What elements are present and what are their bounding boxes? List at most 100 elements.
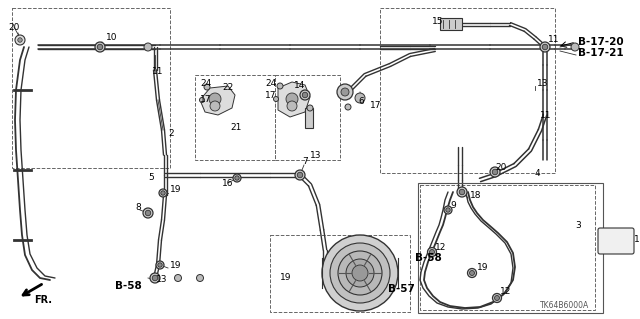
Text: 17: 17 <box>265 91 276 100</box>
Circle shape <box>196 275 204 281</box>
Text: 2: 2 <box>168 129 173 137</box>
Text: 17: 17 <box>370 100 381 109</box>
Circle shape <box>355 93 365 103</box>
Circle shape <box>144 43 152 51</box>
Circle shape <box>295 170 305 180</box>
Bar <box>440 18 462 30</box>
Text: 4: 4 <box>535 168 541 177</box>
Text: 24: 24 <box>265 78 276 87</box>
Text: 13: 13 <box>156 275 168 284</box>
Circle shape <box>467 269 477 278</box>
Text: 19: 19 <box>170 186 182 195</box>
Text: 20: 20 <box>495 164 506 173</box>
Circle shape <box>235 176 239 180</box>
Circle shape <box>352 265 368 281</box>
Text: 1: 1 <box>634 235 640 244</box>
Text: 11: 11 <box>540 110 552 120</box>
Circle shape <box>428 248 436 256</box>
Circle shape <box>156 261 164 269</box>
Text: B-58: B-58 <box>115 281 141 291</box>
Bar <box>418 183 603 313</box>
Circle shape <box>493 293 502 302</box>
Text: 19: 19 <box>280 273 291 283</box>
Circle shape <box>210 101 220 111</box>
Text: 11: 11 <box>548 35 559 44</box>
Text: 13: 13 <box>310 151 321 160</box>
Circle shape <box>322 235 398 311</box>
Bar <box>420 185 595 310</box>
Text: 15: 15 <box>432 18 444 26</box>
Circle shape <box>161 191 165 195</box>
Text: 17: 17 <box>200 95 211 105</box>
Bar <box>12 8 170 168</box>
Polygon shape <box>278 82 310 117</box>
Circle shape <box>490 167 500 177</box>
Text: 14: 14 <box>294 81 305 91</box>
Circle shape <box>97 44 103 50</box>
Text: 12: 12 <box>435 242 446 251</box>
Circle shape <box>495 295 499 300</box>
Circle shape <box>345 104 351 110</box>
Text: 24: 24 <box>200 78 211 87</box>
Text: B-17-21: B-17-21 <box>578 48 623 58</box>
Text: 19: 19 <box>170 262 182 271</box>
Circle shape <box>457 187 467 197</box>
Text: 8: 8 <box>135 203 141 211</box>
Bar <box>305 108 313 128</box>
Text: 19: 19 <box>477 263 488 272</box>
Circle shape <box>444 206 452 214</box>
Text: 3: 3 <box>575 220 580 229</box>
Polygon shape <box>200 86 235 115</box>
Circle shape <box>233 174 241 182</box>
Text: 5: 5 <box>148 174 154 182</box>
Circle shape <box>492 169 498 175</box>
Circle shape <box>273 97 278 101</box>
Circle shape <box>18 38 22 42</box>
Text: B-17-20: B-17-20 <box>578 37 623 47</box>
Circle shape <box>338 251 382 295</box>
Circle shape <box>540 42 550 52</box>
Bar <box>275 75 340 160</box>
Text: 10: 10 <box>106 33 118 42</box>
Circle shape <box>277 83 283 89</box>
Circle shape <box>460 189 465 195</box>
Circle shape <box>346 259 374 287</box>
Bar <box>380 8 555 173</box>
Circle shape <box>571 43 579 51</box>
Circle shape <box>15 35 25 45</box>
Text: 13: 13 <box>537 78 548 87</box>
Circle shape <box>158 263 162 267</box>
Circle shape <box>446 208 450 212</box>
Circle shape <box>470 271 474 276</box>
Circle shape <box>204 84 210 90</box>
Circle shape <box>286 93 298 105</box>
FancyBboxPatch shape <box>598 228 634 254</box>
Circle shape <box>143 208 153 218</box>
Circle shape <box>159 189 167 197</box>
Circle shape <box>429 249 435 255</box>
Text: 7: 7 <box>302 158 308 167</box>
Text: FR.: FR. <box>34 295 52 305</box>
Text: 22: 22 <box>222 84 233 93</box>
Bar <box>270 235 410 312</box>
Circle shape <box>152 275 157 281</box>
Text: 21: 21 <box>230 123 241 132</box>
Text: 20: 20 <box>8 23 19 32</box>
Circle shape <box>341 88 349 96</box>
Text: 6: 6 <box>358 98 364 107</box>
Text: B-57: B-57 <box>388 284 415 294</box>
Circle shape <box>300 90 310 100</box>
Text: 9: 9 <box>450 201 456 210</box>
Circle shape <box>302 92 308 98</box>
Circle shape <box>95 42 105 52</box>
Circle shape <box>209 93 221 105</box>
Text: B-58: B-58 <box>415 253 442 263</box>
Circle shape <box>330 243 390 303</box>
Circle shape <box>542 44 548 50</box>
Text: TK64B6000A: TK64B6000A <box>540 300 589 309</box>
Text: 11: 11 <box>152 68 163 77</box>
Circle shape <box>150 273 160 283</box>
Text: 18: 18 <box>470 191 481 201</box>
Circle shape <box>145 210 151 216</box>
Circle shape <box>297 172 303 178</box>
